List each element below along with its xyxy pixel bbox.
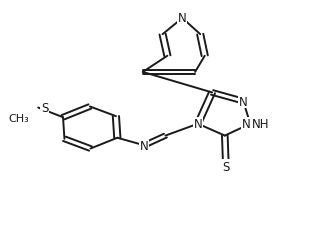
Text: N: N bbox=[241, 118, 250, 131]
Text: N: N bbox=[178, 12, 187, 25]
Text: N: N bbox=[239, 95, 248, 108]
Text: N: N bbox=[194, 118, 202, 131]
Text: S: S bbox=[41, 102, 48, 114]
Text: CH₃: CH₃ bbox=[8, 114, 29, 124]
Text: NH: NH bbox=[252, 118, 269, 131]
Text: S: S bbox=[222, 160, 229, 173]
Text: N: N bbox=[140, 139, 149, 152]
